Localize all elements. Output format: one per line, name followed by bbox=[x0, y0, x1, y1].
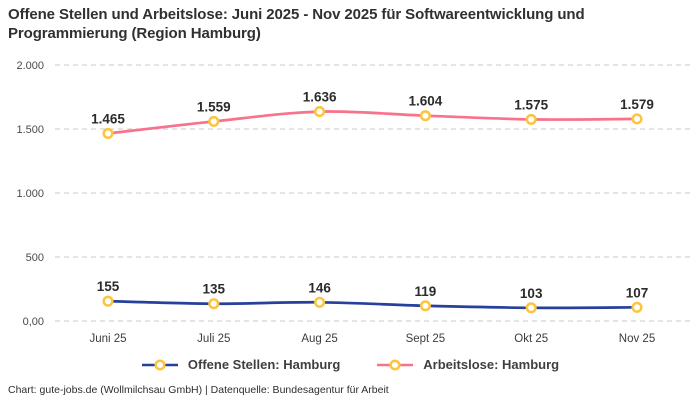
data-point-marker bbox=[631, 113, 643, 125]
data-point-marker bbox=[631, 301, 643, 313]
data-point-label: 155 bbox=[97, 279, 120, 294]
data-point-label: 1.559 bbox=[197, 99, 231, 114]
data-point-marker bbox=[102, 295, 114, 307]
legend-line-marker-icon bbox=[141, 358, 178, 371]
chart-title: Offene Stellen und Arbeitslose: Juni 202… bbox=[8, 6, 585, 42]
data-point-marker bbox=[419, 300, 431, 312]
x-axis-tick-label: Sept 25 bbox=[406, 333, 446, 345]
legend-line-marker-icon bbox=[377, 358, 414, 371]
legend: Offene Stellen: Hamburg Arbeitslose: Hamb… bbox=[0, 357, 700, 372]
data-point-label: 1.465 bbox=[91, 111, 125, 126]
data-point-label: 119 bbox=[415, 284, 437, 299]
x-axis-tick-label: Nov 25 bbox=[619, 333, 655, 345]
y-axis-tick-label: 1.500 bbox=[16, 124, 44, 136]
data-point-marker bbox=[314, 106, 326, 118]
data-point-label: 1.636 bbox=[303, 90, 337, 105]
x-axis-tick-label: Aug 25 bbox=[301, 333, 337, 345]
data-point-label: 107 bbox=[626, 285, 649, 300]
x-axis-tick-label: Juni 25 bbox=[89, 333, 126, 345]
data-point-label: 1.579 bbox=[620, 97, 654, 112]
y-axis-tick-label: 500 bbox=[26, 252, 44, 264]
x-axis-tick-label: Okt 25 bbox=[514, 333, 548, 345]
data-point-marker bbox=[102, 127, 114, 140]
legend-label: Arbeitslose: Hamburg bbox=[423, 357, 560, 372]
series-line-arbeitslose bbox=[106, 110, 639, 135]
legend-item-arbeitslose[interactable]: Arbeitslose: Hamburg bbox=[376, 357, 559, 372]
legend-label: Offene Stellen: Hamburg bbox=[187, 357, 341, 372]
data-point-label: 135 bbox=[203, 282, 226, 297]
data-point-label: 1.575 bbox=[514, 97, 548, 112]
legend-item-offene-stellen[interactable]: Offene Stellen: Hamburg bbox=[141, 357, 340, 372]
data-point-marker bbox=[419, 110, 431, 122]
data-point-marker bbox=[208, 115, 220, 127]
y-axis-tick-label: 0,00 bbox=[23, 316, 44, 328]
data-point-marker bbox=[314, 296, 326, 308]
line-chart: 0,00 500 1.000 1.500 2.000 Juni 25 Juli 25 Aug … bbox=[16, 60, 690, 345]
attribution: Chart: gute-jobs.de (Wollmilchsau GmbH) … bbox=[8, 384, 389, 396]
data-point-label: 1.604 bbox=[409, 94, 443, 109]
y-axis-tick-label: 2.000 bbox=[16, 60, 44, 72]
data-point-label: 103 bbox=[520, 286, 543, 301]
data-point-marker bbox=[525, 302, 537, 314]
x-axis-tick-label: Juli 25 bbox=[197, 333, 230, 345]
data-point-marker bbox=[208, 298, 220, 310]
data-point-marker bbox=[525, 113, 537, 125]
data-point-label: 146 bbox=[308, 280, 331, 295]
series-line-offene-stellen bbox=[106, 299, 639, 310]
y-axis-tick-label: 1.000 bbox=[16, 188, 44, 200]
